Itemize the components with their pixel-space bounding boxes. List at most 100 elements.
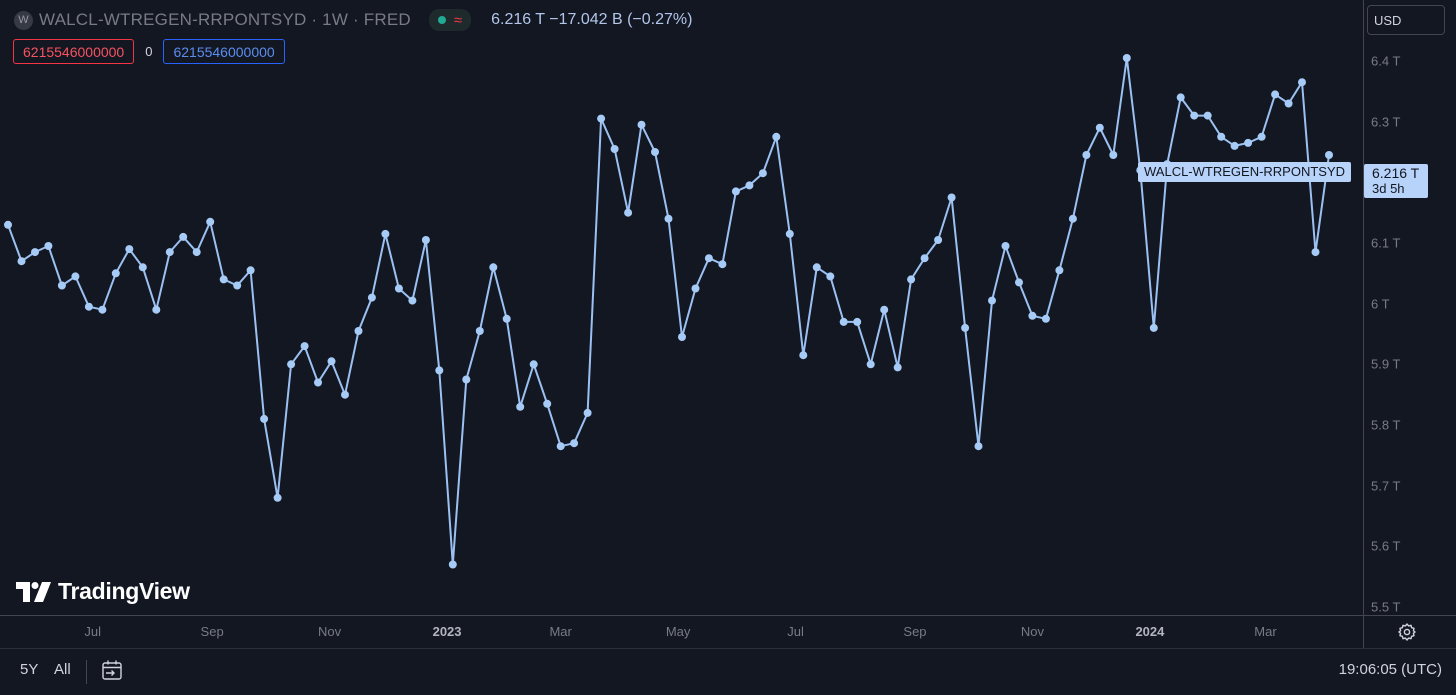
data-point[interactable] bbox=[1015, 278, 1023, 287]
chart-pane[interactable] bbox=[0, 0, 1363, 615]
data-point[interactable] bbox=[664, 214, 673, 223]
data-point[interactable] bbox=[866, 360, 875, 369]
red-value-box[interactable]: 6215546000000 bbox=[13, 39, 135, 64]
data-point[interactable] bbox=[138, 263, 147, 272]
data-point[interactable] bbox=[462, 375, 471, 384]
data-point[interactable] bbox=[31, 248, 39, 257]
data-point[interactable] bbox=[1230, 141, 1239, 150]
data-point[interactable] bbox=[435, 366, 444, 375]
data-point[interactable] bbox=[1028, 311, 1037, 320]
data-point[interactable] bbox=[1325, 151, 1333, 159]
data-point[interactable] bbox=[880, 305, 889, 314]
data-point[interactable] bbox=[718, 260, 727, 269]
data-point[interactable] bbox=[502, 314, 511, 323]
data-point[interactable] bbox=[1095, 123, 1104, 132]
data-point[interactable] bbox=[111, 269, 120, 278]
data-point[interactable] bbox=[1001, 242, 1010, 250]
data-point[interactable] bbox=[1217, 132, 1226, 141]
blue-value-box[interactable]: 6215546000000 bbox=[163, 39, 285, 64]
data-point[interactable] bbox=[988, 296, 996, 305]
utc-clock[interactable]: 19:06:05 (UTC) bbox=[1338, 661, 1442, 678]
data-point[interactable] bbox=[4, 220, 12, 229]
go-to-date-calendar-icon[interactable] bbox=[101, 659, 123, 681]
data-point[interactable] bbox=[637, 120, 646, 129]
price-axis[interactable] bbox=[1363, 0, 1456, 615]
data-point[interactable] bbox=[44, 242, 53, 250]
data-point[interactable] bbox=[192, 248, 201, 257]
data-point[interactable] bbox=[920, 254, 929, 263]
data-point[interactable] bbox=[367, 293, 376, 302]
data-point[interactable] bbox=[1068, 214, 1077, 223]
data-point[interactable] bbox=[583, 408, 592, 417]
data-point[interactable] bbox=[1203, 111, 1212, 120]
data-point[interactable] bbox=[853, 317, 862, 326]
data-point[interactable] bbox=[893, 363, 902, 372]
data-point[interactable] bbox=[1082, 151, 1091, 159]
data-point[interactable] bbox=[516, 402, 525, 411]
data-point[interactable] bbox=[327, 357, 336, 366]
data-point[interactable] bbox=[758, 169, 767, 178]
time-axis[interactable] bbox=[0, 615, 1363, 648]
data-point[interactable] bbox=[1257, 132, 1266, 141]
data-point[interactable] bbox=[745, 181, 754, 190]
data-point[interactable] bbox=[71, 272, 80, 281]
tradingview-logo[interactable]: TradingView bbox=[16, 578, 190, 605]
data-point[interactable] bbox=[489, 263, 498, 272]
data-point[interactable] bbox=[1109, 151, 1118, 159]
data-point[interactable] bbox=[475, 327, 484, 335]
data-point[interactable] bbox=[812, 263, 821, 272]
range-all-button[interactable]: All bbox=[54, 661, 71, 678]
data-point[interactable] bbox=[1055, 266, 1064, 275]
data-point[interactable] bbox=[570, 439, 579, 448]
data-point[interactable] bbox=[273, 493, 282, 502]
data-point[interactable] bbox=[246, 266, 255, 275]
data-point[interactable] bbox=[624, 208, 633, 217]
data-point[interactable] bbox=[961, 323, 970, 332]
price-line-plot[interactable] bbox=[0, 0, 1363, 615]
data-point[interactable] bbox=[691, 284, 700, 293]
data-point[interactable] bbox=[1298, 78, 1306, 87]
data-point[interactable] bbox=[974, 442, 983, 451]
data-point[interactable] bbox=[219, 275, 228, 284]
data-point[interactable] bbox=[341, 390, 349, 399]
data-point[interactable] bbox=[934, 236, 943, 244]
data-point[interactable] bbox=[907, 275, 916, 284]
data-point[interactable] bbox=[678, 333, 686, 341]
data-point[interactable] bbox=[651, 148, 659, 156]
data-point[interactable] bbox=[1244, 138, 1253, 147]
data-point[interactable] bbox=[610, 145, 619, 153]
series-line[interactable] bbox=[7, 57, 1330, 566]
range-5y-button[interactable]: 5Y bbox=[20, 661, 39, 678]
data-point[interactable] bbox=[165, 248, 174, 257]
data-point[interactable] bbox=[314, 378, 322, 387]
data-point[interactable] bbox=[1176, 93, 1185, 102]
data-point[interactable] bbox=[947, 193, 956, 202]
data-point[interactable] bbox=[125, 245, 134, 254]
data-point[interactable] bbox=[839, 317, 848, 326]
data-point[interactable] bbox=[731, 187, 740, 196]
data-point[interactable] bbox=[381, 229, 390, 238]
data-point[interactable] bbox=[772, 132, 781, 141]
data-point[interactable] bbox=[260, 414, 269, 423]
data-point[interactable] bbox=[1190, 111, 1199, 120]
data-point[interactable] bbox=[799, 351, 808, 360]
data-point[interactable] bbox=[1041, 314, 1050, 323]
data-point[interactable] bbox=[354, 327, 363, 335]
data-point[interactable] bbox=[84, 302, 93, 311]
data-point[interactable] bbox=[17, 257, 26, 266]
data-point[interactable] bbox=[543, 399, 552, 408]
data-point[interactable] bbox=[1149, 323, 1158, 332]
data-point[interactable] bbox=[179, 232, 188, 241]
data-point[interactable] bbox=[556, 442, 565, 451]
data-point[interactable] bbox=[1311, 248, 1320, 257]
data-point[interactable] bbox=[98, 305, 107, 314]
data-point[interactable] bbox=[1284, 99, 1293, 108]
data-point[interactable] bbox=[421, 236, 430, 244]
gear-icon[interactable] bbox=[1397, 622, 1417, 642]
data-point[interactable] bbox=[152, 305, 161, 314]
data-point[interactable] bbox=[704, 254, 713, 263]
series-legend[interactable]: W WALCL-WTREGEN-RRPONTSYD · 1W · FRED ≈ … bbox=[14, 9, 692, 31]
market-status-pill[interactable]: ≈ bbox=[428, 9, 472, 31]
data-point[interactable] bbox=[785, 229, 794, 238]
data-point[interactable] bbox=[394, 284, 403, 293]
